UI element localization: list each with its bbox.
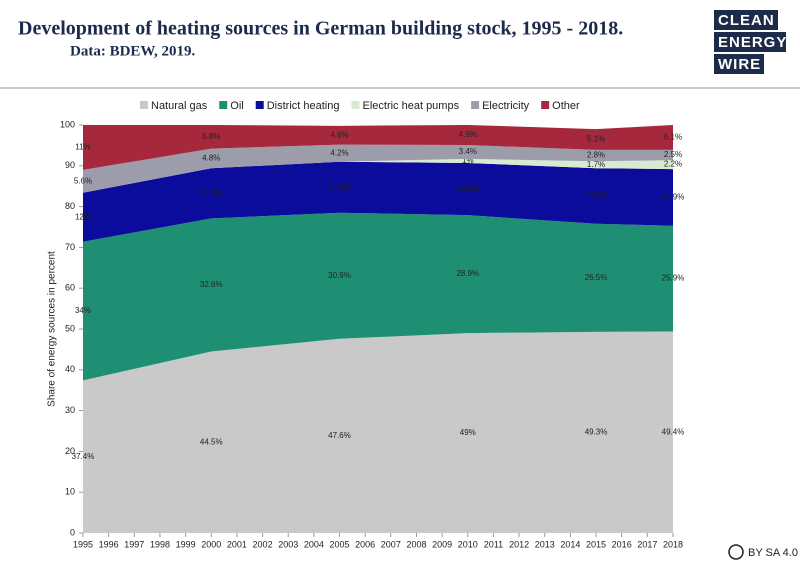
- y-tick-label: 70: [65, 242, 75, 252]
- legend-label: Electricity: [482, 100, 530, 112]
- subtitle: Data: BDEW, 2019.: [70, 43, 196, 59]
- plot: 37.4% 44.5% 47.6% 49% 49.3% 49.4% 34% 32.6% 30.9…: [60, 100, 684, 549]
- legend-label: Oil: [230, 100, 243, 112]
- x-tick-label: 2017: [637, 539, 657, 549]
- value-label: 3.4%: [459, 147, 477, 156]
- value-label: 25.9%: [662, 274, 685, 283]
- x-tick-label: 2015: [586, 539, 606, 549]
- x-tick-label: 2013: [535, 539, 555, 549]
- x-tick-label: 2016: [612, 539, 632, 549]
- x-tick-label: 2010: [458, 539, 478, 549]
- x-tick-label: 2004: [304, 539, 324, 549]
- value-label: 13.6%: [585, 191, 608, 200]
- value-label: 34%: [75, 306, 91, 315]
- value-label: 1.7%: [587, 160, 605, 169]
- legend-label: Other: [552, 100, 580, 112]
- logo-text: WIRE: [718, 56, 761, 73]
- value-label: 2.5%: [664, 150, 682, 159]
- value-label: 49.3%: [585, 428, 608, 437]
- y-tick-label: 50: [65, 323, 75, 333]
- value-label: 4.8%: [202, 154, 220, 163]
- value-label: 1%: [462, 156, 474, 165]
- x-tick-label: 2003: [278, 539, 298, 549]
- area: [83, 144, 673, 193]
- legend-label: Natural gas: [151, 100, 208, 112]
- legend-label: Electric heat pumps: [362, 100, 459, 112]
- area: [83, 212, 673, 381]
- logo-text: CLEAN: [718, 12, 775, 29]
- logo-box: [714, 32, 786, 52]
- x-tick-label: 2006: [355, 539, 375, 549]
- cc-icon: [728, 544, 744, 560]
- x-tick-label: 1995: [73, 539, 93, 549]
- x-tick-label: 1996: [99, 539, 119, 549]
- y-tick-label: 90: [65, 160, 75, 170]
- y-tick-label: 80: [65, 201, 75, 211]
- value-label: 5.6%: [74, 176, 92, 185]
- x-tick-label: 1999: [176, 539, 196, 549]
- value-label: 4.6%: [330, 130, 348, 139]
- legend-swatch: [471, 101, 480, 109]
- x-tick-label: 2012: [509, 539, 529, 549]
- x-tick-label: 2011: [484, 539, 503, 549]
- value-label: 4.9%: [459, 130, 477, 139]
- legend-swatch: [219, 101, 228, 109]
- legend-swatch: [351, 101, 360, 109]
- value-label: 44.5%: [200, 437, 223, 446]
- value-label: 49%: [460, 428, 476, 437]
- legend-swatch: [541, 101, 550, 109]
- y-tick-label: 10: [65, 487, 75, 497]
- x-tick-label: 2002: [253, 539, 273, 549]
- value-label: 30.9%: [328, 271, 351, 280]
- x-tick-label: 2000: [201, 539, 221, 549]
- value-label: 6.1%: [664, 133, 682, 142]
- title: Development of heating sources in German…: [18, 18, 623, 40]
- legend-label: District heating: [267, 100, 340, 112]
- value-label: 49.4%: [662, 427, 685, 436]
- value-label: 12%: [75, 212, 91, 221]
- x-tick-label: 2008: [406, 539, 426, 549]
- y-tick-label: 60: [65, 283, 75, 293]
- value-label: 12.8%: [456, 184, 479, 193]
- y-tick-label: 40: [65, 364, 75, 374]
- x-tick-label: 2009: [432, 539, 452, 549]
- x-tick-label: 2018: [663, 539, 683, 549]
- logo-box: [714, 10, 778, 30]
- logo-box: [714, 54, 764, 74]
- license: BY SA 4.0: [748, 547, 798, 559]
- y-tick-label: 100: [60, 119, 75, 129]
- value-label: 12.5%: [328, 182, 351, 191]
- x-tick-label: 1997: [124, 539, 144, 549]
- y-tick-label: 30: [65, 405, 75, 415]
- y-tick-label: 20: [65, 446, 75, 456]
- legend-swatch: [140, 101, 148, 109]
- logo-text: ENERGY: [718, 34, 787, 51]
- area: [83, 161, 673, 242]
- value-label: 26.5%: [585, 273, 608, 282]
- legend-swatch: [255, 101, 264, 109]
- value-label: 4.2%: [330, 148, 348, 157]
- value-label: 2.2%: [664, 160, 682, 169]
- value-label: 37.4%: [72, 452, 95, 461]
- area: [83, 331, 673, 533]
- x-tick-label: 2005: [330, 539, 350, 549]
- y-tick-label: 0: [70, 527, 75, 537]
- value-label: 2.8%: [587, 151, 605, 160]
- value-label: 47.6%: [328, 431, 351, 440]
- value-label: 11%: [75, 143, 90, 152]
- area: [83, 158, 673, 193]
- value-label: 12.3%: [200, 188, 223, 197]
- y-axis-label: Share of energy sources in percent: [47, 251, 58, 407]
- x-tick-label: 2014: [560, 539, 580, 549]
- x-tick-label: 2001: [227, 539, 247, 549]
- value-label: 5.8%: [202, 132, 220, 141]
- x-tick-label: 1998: [150, 539, 170, 549]
- value-label: 32.6%: [200, 280, 223, 289]
- value-label: 13.9%: [662, 193, 685, 202]
- value-label: 28.9%: [456, 269, 479, 278]
- area: [83, 125, 673, 170]
- x-tick-label: 2007: [381, 539, 401, 549]
- value-label: 5.1%: [587, 135, 605, 144]
